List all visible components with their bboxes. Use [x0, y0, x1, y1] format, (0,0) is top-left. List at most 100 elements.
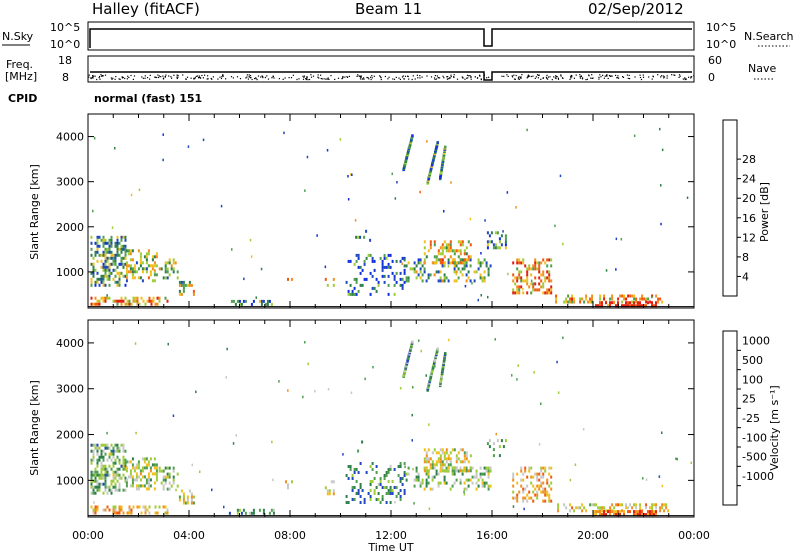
nave-dot — [149, 78, 151, 80]
echo-cell — [653, 304, 655, 308]
echo-cell — [125, 466, 128, 470]
echo-cell — [623, 304, 625, 308]
nave-dot — [96, 78, 98, 81]
echo-cell — [423, 252, 426, 256]
echo-cell — [441, 466, 444, 470]
echo-cell — [486, 231, 489, 235]
echo-cell — [92, 485, 95, 489]
echo-cell — [625, 297, 628, 301]
echo-cell — [625, 304, 627, 308]
echo-speck — [211, 488, 213, 492]
echo-cell — [528, 267, 531, 271]
echo-cell — [106, 467, 109, 471]
nave-dot — [248, 74, 250, 76]
echo-speck — [484, 219, 486, 222]
echo-speck — [106, 431, 108, 435]
nave-dots — [88, 74, 695, 81]
echo-cell — [118, 446, 121, 450]
echo-cell — [144, 511, 147, 515]
echo-cell — [542, 466, 545, 470]
echo-cell — [92, 508, 95, 512]
echo-cell — [405, 472, 408, 476]
echo-cell — [258, 508, 261, 512]
echo-cell — [485, 466, 488, 470]
echo-cell — [486, 442, 489, 446]
echo-cell — [423, 487, 426, 491]
echo-cell — [96, 238, 99, 242]
echo-cell — [615, 510, 617, 514]
echo-cell — [120, 262, 123, 266]
echo-cell — [544, 490, 547, 494]
echo-cell — [106, 491, 109, 495]
echo-speck — [434, 365, 436, 368]
echo-cell — [139, 484, 142, 488]
echo-cell — [429, 243, 432, 247]
echo-speck — [162, 158, 164, 162]
nave-dot — [130, 74, 132, 77]
nave-dot — [527, 75, 529, 77]
echo-cell — [451, 472, 454, 476]
echo-cell — [591, 297, 594, 301]
nave-dot — [310, 74, 312, 76]
nave-dot — [88, 76, 90, 78]
echo-cell — [351, 292, 354, 296]
echo-cell — [114, 458, 117, 462]
echo-cell — [172, 270, 175, 274]
echo-cell — [463, 469, 466, 473]
echo-cell — [188, 280, 191, 284]
nave-dot — [684, 78, 686, 80]
echo-cell — [112, 262, 115, 266]
nave-dot — [588, 75, 590, 77]
nave-dot — [640, 78, 643, 81]
nave-dot — [323, 78, 325, 80]
echo-cell — [150, 299, 153, 303]
nave-dot — [118, 78, 120, 80]
echo-cell — [112, 479, 115, 483]
nave-dot — [128, 76, 130, 79]
nave-dot — [342, 76, 344, 78]
echo-cell — [106, 259, 109, 263]
nave-dot — [678, 76, 680, 78]
echo-cell — [546, 490, 549, 494]
echo-cell — [108, 464, 111, 468]
echo-cell — [425, 454, 428, 458]
echo-cell — [542, 481, 545, 485]
nave-dot — [160, 76, 162, 78]
echo-cell — [150, 302, 153, 306]
echo-cell — [485, 264, 488, 268]
echo-cell — [405, 478, 408, 482]
echo-cell — [102, 277, 105, 281]
echo-cell — [639, 297, 642, 301]
echo-cell — [615, 513, 617, 517]
echo-cell — [538, 487, 541, 491]
nave-dot — [317, 76, 319, 78]
echo-cell — [467, 478, 470, 482]
echo-cell — [465, 264, 468, 268]
nave-dot — [553, 76, 555, 78]
nave-dot — [222, 75, 224, 77]
nave-dot — [682, 78, 684, 80]
echo-cell — [455, 279, 458, 283]
echo-cell — [385, 501, 388, 504]
echo-cell — [542, 499, 545, 503]
echo-cell — [116, 247, 119, 251]
echo-cell — [631, 304, 633, 308]
echo-cell — [108, 250, 111, 254]
echo-cell — [439, 460, 442, 464]
echo-cell — [522, 472, 525, 476]
echo-cell — [92, 458, 95, 462]
nave-dot — [416, 74, 418, 76]
echo-cell — [463, 454, 466, 458]
nave-dot — [626, 74, 628, 76]
echo-cell — [160, 267, 163, 271]
echo-cell — [124, 274, 127, 278]
echo-cell — [461, 267, 464, 271]
echo-cell — [351, 489, 354, 492]
echo-cell — [125, 279, 128, 283]
echo-cell — [445, 448, 448, 452]
nave-dot — [193, 78, 196, 80]
echo-cell — [108, 508, 111, 512]
echo-cell — [90, 262, 93, 266]
echo-cell — [116, 455, 119, 459]
echo-cell — [437, 270, 440, 274]
